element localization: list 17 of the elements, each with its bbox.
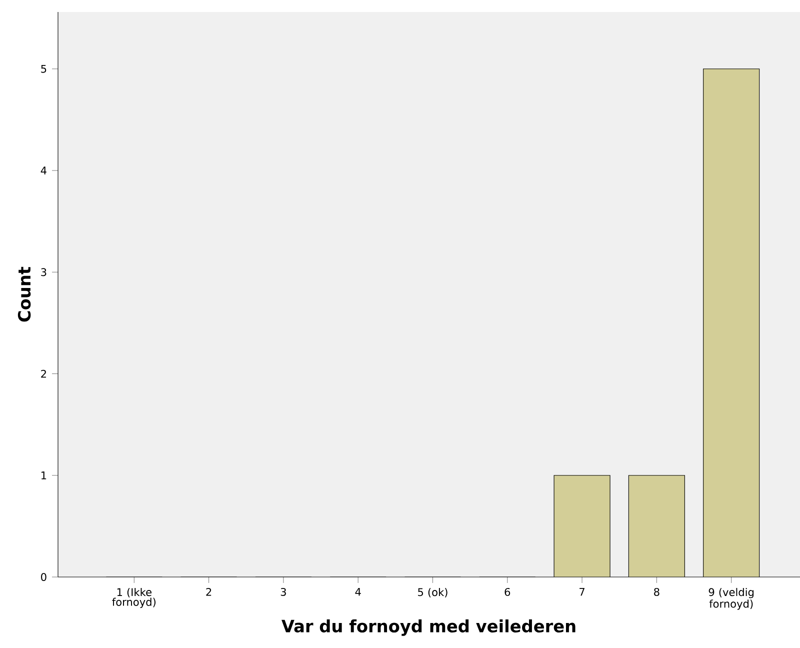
y-tick-label: 1 (42, 472, 46, 480)
x-tick-label: 9 (veldig fornoyd) (708, 588, 754, 610)
y-tick-label: 4 (40, 166, 46, 174)
y-tick-label: 2 (41, 370, 46, 378)
x-tick-label: 7 (580, 588, 584, 596)
x-tick-label: 3 (280, 588, 286, 596)
x-tick-label: 1 (Ikke fornoyd) (112, 588, 156, 608)
y-axis-title: Count (18, 266, 31, 322)
x-tick-label: 5 (ok) (418, 588, 448, 598)
y-tick-label: 5 (41, 64, 46, 73)
x-axis-title: Var du fornoyd med veilederen (282, 619, 576, 636)
x-tick-label: 6 (504, 588, 510, 596)
y-tick-label: 3 (41, 268, 46, 276)
y-tick-label: 0 (41, 572, 46, 581)
x-tick-label: 8 (654, 588, 660, 596)
x-tick-label: 2 (206, 588, 212, 596)
x-tick-label: 4 (355, 588, 361, 596)
